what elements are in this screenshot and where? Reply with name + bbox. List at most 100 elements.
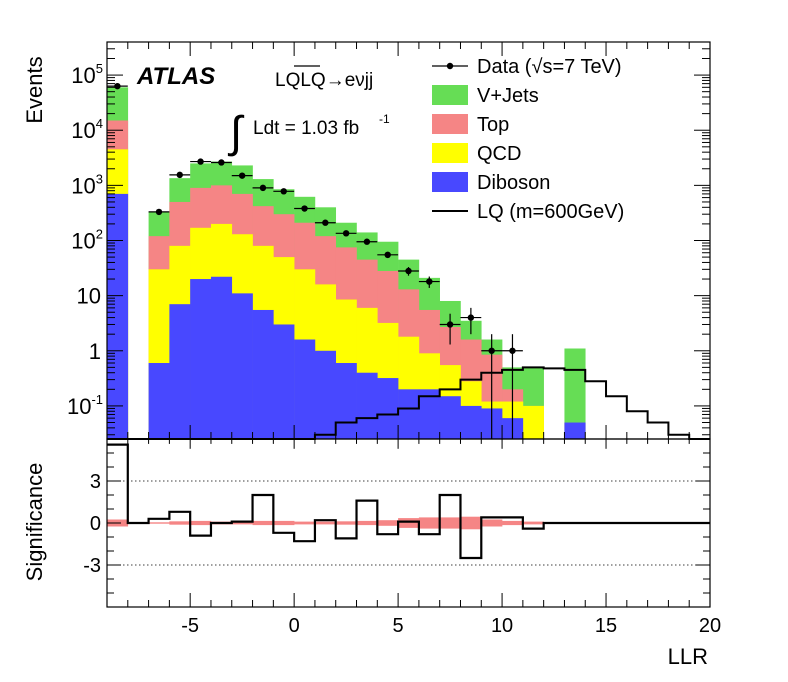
y-tick-label-exp-6: -1 [91,392,103,407]
bar-diboson-bin-16 [439,396,461,439]
sig-tick-label-1: 0 [90,513,101,535]
y-axis-title-significance: Significance [22,463,47,582]
axis-ticks [106,42,711,608]
sys-band-bin-16 [439,517,461,529]
y-axis-title-events: Events [22,56,47,123]
bar-diboson-bin-15 [418,389,440,439]
bar-vjets-bin-22 [564,348,586,439]
sys-band-bin-19 [502,520,524,526]
y-tick-label-exp-2: 3 [96,171,103,186]
bar-diboson-bin-3 [169,304,191,439]
sys-band-bin-13 [377,520,399,526]
x-tick-label-3: 10 [491,615,513,637]
significance-histogram [107,443,710,560]
channel-label-text: LQLQ→eνjj [275,70,373,91]
luminosity-text: Ldt = 1.03 fb [253,118,359,139]
x-tick-label-2: 5 [393,615,404,637]
sys-band-bin-11 [335,521,357,525]
bar-diboson-bin-11 [335,363,357,439]
legend-swatch-1 [432,85,468,105]
y-tick-label-1: 104 [71,116,103,143]
data-point-0 [114,82,121,90]
bar-diboson-bin-7 [252,309,274,439]
sys-band-bin-9 [294,521,316,525]
luminosity-exponent: -1 [379,112,390,126]
bar-diboson-bin-4 [190,279,212,439]
legend-data-marker [446,62,454,70]
legend-label-1: V+Jets [477,85,539,107]
y-tick-label-exp-3: 2 [96,227,103,242]
y-tick-label-base-3: 10 [71,229,95,254]
legend-swatch-2 [432,114,468,134]
y-tick-label-base-5: 1 [89,339,101,364]
data-point-1 [155,208,163,216]
legend-swatch-4 [432,172,468,192]
x-axis-title: LLR [668,644,708,669]
sys-band-bin-3 [169,521,191,525]
data-points [107,82,523,439]
stacked-histogram [107,87,586,440]
sys-band-bin-2 [148,522,170,524]
y-tick-label-3: 102 [71,227,103,254]
sig-tick-label-0: 3 [90,471,101,493]
legend-label-5: LQ (m=600GeV) [477,201,624,223]
y-tick-label-exp-0: 5 [96,61,103,76]
sys-band-bin-7 [252,520,274,526]
bar-diboson-bin-12 [356,372,378,439]
bar-diboson-bin-5 [210,276,233,439]
sys-band-bin-10 [314,521,337,525]
y-tick-label-6: 10-1 [67,392,103,419]
data-point-4 [218,159,225,166]
bar-diboson-bin-14 [398,389,420,439]
bar-diboson-bin-22 [564,422,586,439]
y-tick-label-base-6: 10 [67,394,91,419]
luminosity-label: ∫ Ldt = 1.03 fb -1 [227,108,390,157]
sys-band-bin-4 [190,520,212,526]
bar-diboson-bin-17 [460,405,482,439]
data-point-11 [363,238,371,245]
sys-band-bin-15 [418,517,440,529]
bar-diboson-bin-8 [273,324,295,439]
y-tick-label-exp-1: 4 [96,116,103,131]
significance-line [107,443,710,560]
data-point-18 [509,347,516,354]
legend-label-2: Top [477,114,509,136]
y-tick-label-base-2: 10 [71,173,95,198]
sig-tick-label-2: -3 [83,555,101,577]
x-tick-label-4: 15 [595,615,617,637]
data-point-14 [426,278,433,285]
data-point-10 [342,230,350,237]
channel-label: LQLQ→eνjj [275,65,373,91]
y-tick-label-base-1: 10 [71,118,95,143]
data-point-12 [384,251,391,259]
significance-guide-lines [107,480,710,566]
y-tick-label-5: 1 [89,339,101,364]
legend-swatch-3 [432,143,468,163]
x-tick-label-1: 0 [289,615,300,637]
legend-label-3: QCD [477,143,521,165]
legend-label-0: Data (√s=7 TeV) [477,56,622,78]
data-point-8 [301,205,308,212]
bar-diboson-bin-2 [148,363,170,439]
bar-diboson-bin-0 [107,193,129,439]
data-point-17 [488,347,495,354]
data-point-7 [280,188,287,195]
data-point-6 [259,184,267,192]
sys-band-bin-18 [481,519,503,527]
data-point-9 [322,219,329,226]
bar-diboson-bin-9 [294,339,316,439]
data-point-5 [238,172,246,179]
data-point-13 [405,267,412,275]
data-point-2 [176,171,183,179]
sys-band-bin-12 [356,520,378,526]
sys-band-bin-17 [460,516,482,530]
bar-qcd-bin-20 [522,405,544,439]
sys-band-bin-6 [231,521,253,525]
sys-band-bin-8 [273,520,295,526]
legend-label-4: Diboson [477,172,550,194]
x-tick-label-5: 20 [699,615,721,637]
y-tick-label-0: 105 [71,61,103,88]
